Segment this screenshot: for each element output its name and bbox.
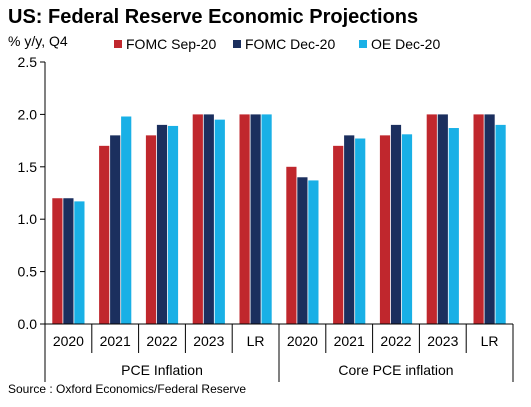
bar-2-2: [110, 135, 121, 324]
source-note: Source : Oxford Economics/Federal Reserv…: [8, 382, 246, 396]
bar-1-9: [426, 114, 437, 325]
x-tick-label: 2020: [53, 333, 84, 349]
bar-1-2: [99, 145, 110, 324]
y-tick-label: 1.5: [18, 159, 38, 175]
y-tick-label: 0.5: [18, 264, 38, 280]
bar-3-6: [308, 180, 319, 324]
bar-3-9: [448, 128, 459, 324]
legend-swatch: [359, 40, 367, 48]
legend-swatch: [233, 40, 241, 48]
bar-1-6: [286, 166, 297, 324]
bar-1-5: [239, 114, 250, 325]
bar-2-9: [437, 114, 448, 325]
bar-3-7: [355, 138, 366, 324]
x-axis: 2020 2021 2022 2023 LR PCE Inflation 2020 2021 2…: [44, 323, 514, 382]
x-group-label: PCE Inflation: [121, 362, 203, 378]
y-axis: 0.0 0.5 1.0 1.5 2.0 2.5: [18, 54, 46, 332]
bar-3-10: [495, 124, 506, 324]
x-tick-label: 2023: [193, 333, 224, 349]
bars: [52, 114, 506, 325]
x-group-label: Core PCE inflation: [338, 362, 453, 378]
bar-3-2: [121, 116, 132, 324]
bar-3-3: [167, 125, 179, 325]
bar-2-3: [156, 124, 168, 324]
legend-swatch: [114, 40, 122, 48]
bar-2-6: [297, 177, 308, 324]
bar-3-8: [401, 134, 413, 324]
legend-label: OE Dec-20: [371, 36, 440, 52]
bar-2-4: [203, 114, 214, 325]
bar-1-8: [379, 135, 391, 324]
bar-1-10: [473, 114, 484, 325]
bar-2-5: [250, 114, 261, 325]
x-tick-label: 2022: [146, 333, 177, 349]
x-tick-label: 2022: [380, 333, 411, 349]
bar-2-10: [484, 114, 495, 325]
x-tick-label: LR: [481, 333, 499, 349]
y-tick-label: 1.0: [18, 211, 38, 227]
x-tick-label: LR: [247, 333, 265, 349]
bar-2-7: [344, 135, 355, 324]
bar-1-4: [192, 114, 203, 325]
x-tick-label: 2021: [334, 333, 365, 349]
y-tick-label: 2.0: [18, 106, 38, 122]
legend-label: FOMC Dec-20: [245, 36, 335, 52]
y-axis-unit-label: % y/y, Q4: [8, 33, 68, 49]
bar-3-1: [74, 201, 85, 324]
bar-2-1: [63, 198, 74, 324]
legend: FOMC Sep-20 FOMC Dec-20 OE Dec-20: [114, 36, 440, 52]
bar-3-5: [261, 114, 272, 325]
y-tick-label: 2.5: [18, 54, 38, 70]
bar-1-7: [333, 145, 344, 324]
bar-1-3: [145, 135, 157, 324]
x-tick-label: 2020: [287, 333, 318, 349]
x-tick-label: 2023: [427, 333, 458, 349]
chart-title: US: Federal Reserve Economic Projections: [8, 6, 418, 28]
bar-3-4: [214, 119, 225, 324]
legend-label: FOMC Sep-20: [126, 36, 216, 52]
bar-2-8: [390, 124, 402, 324]
bar-1-1: [52, 198, 63, 324]
x-tick-label: 2021: [100, 333, 131, 349]
y-tick-label: 0.0: [18, 316, 38, 332]
